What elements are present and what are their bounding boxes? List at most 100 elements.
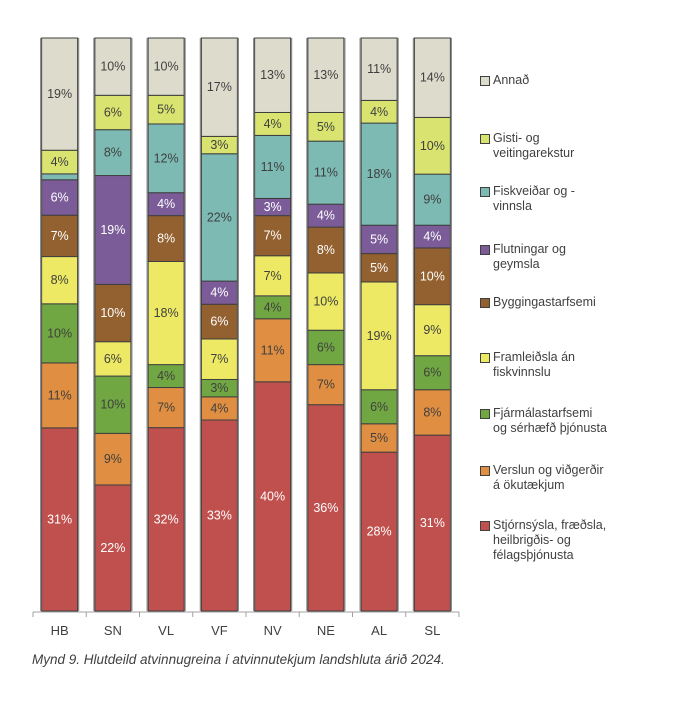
bar-vf: 33% 4% 3% 7% 6% 4% 22% 3% 17% — [199, 37, 239, 612]
bar-segment — [307, 37, 345, 113]
data-label: 22% — [100, 541, 125, 555]
bar-segment — [413, 304, 451, 357]
bar-segment — [94, 283, 132, 343]
data-label: 10% — [47, 326, 72, 340]
data-label: 19% — [100, 223, 125, 237]
bar-segment — [360, 451, 398, 612]
bar-vl: 32% 7% 4% 18% 8% 4% 12% 5% 10% — [146, 37, 186, 612]
data-label: 28% — [367, 525, 392, 539]
bar-segment — [41, 303, 79, 364]
data-label: 22% — [207, 210, 232, 224]
data-label: 6% — [210, 315, 228, 329]
legend-item: Stjórnsýsla, fræðsla, heilbrigðis- og fé… — [480, 518, 670, 563]
bars-group: 31% 11% 10% 8% 7% 6% 4% 19% 22% 9% 10% 6% 10% 19% 8% 6%… — [40, 37, 452, 612]
data-label: 5% — [370, 261, 388, 275]
x-axis: HB SN VL VF NV NE AL SL — [32, 611, 460, 638]
bar-segment — [41, 362, 79, 429]
data-label: 7% — [210, 352, 228, 366]
legend-label: Framleiðsla án fiskvinnslu — [493, 350, 575, 379]
data-label: 10% — [100, 60, 125, 74]
data-label: 6% — [51, 190, 69, 204]
bar-segment — [307, 329, 345, 366]
bar-segment — [200, 338, 238, 380]
data-label: 10% — [420, 139, 445, 153]
bar-segment — [254, 215, 292, 257]
bar-segment — [41, 37, 79, 151]
data-label: 10% — [100, 306, 125, 320]
legend-swatch — [480, 76, 490, 86]
bar-segment — [94, 129, 132, 177]
data-label: 13% — [260, 68, 285, 82]
bar-segment — [413, 389, 451, 436]
data-label: 33% — [207, 509, 232, 523]
bar-segment — [147, 215, 185, 262]
legend-label: Annað — [493, 73, 530, 87]
legend-item: Fjármálastarfsemi og sérhæfð þjónusta — [480, 406, 670, 436]
legend-item: Annað — [480, 73, 670, 88]
data-label: 4% — [210, 401, 228, 415]
data-label: 3% — [210, 381, 228, 395]
stacked-bar-chart: 31% 11% 10% 8% 7% 6% 4% 19% 22% 9% 10% 6% 10% 19% 8% 6%… — [32, 37, 460, 638]
data-label: 4% — [370, 105, 388, 119]
x-tick-label: HB — [51, 623, 69, 638]
x-tick-label: SL — [424, 623, 440, 638]
data-label: 10% — [420, 269, 445, 283]
legend-swatch — [480, 134, 490, 144]
data-label: 4% — [423, 230, 441, 244]
bar-segment — [360, 389, 398, 425]
bar-segment — [307, 404, 345, 612]
bar-segment — [254, 318, 292, 383]
data-label: 32% — [154, 512, 179, 526]
bar-segment — [254, 37, 292, 113]
data-label: 5% — [370, 431, 388, 445]
data-label: 8% — [51, 273, 69, 287]
bar-sl: 31% 8% 6% 9% 10% 4% 9% 10% 14% — [412, 37, 452, 612]
x-tick-label: NV — [264, 623, 282, 638]
bar-segment — [307, 140, 345, 205]
data-label: 11% — [367, 62, 391, 76]
bar-segment — [147, 427, 185, 612]
legend-label: Fiskveiðar og - vinnsla — [493, 184, 575, 213]
data-label: 7% — [317, 378, 335, 392]
legend-swatch — [480, 353, 490, 363]
bar-segment — [94, 37, 132, 96]
bar-segment — [254, 134, 292, 199]
data-label: 17% — [207, 80, 232, 94]
data-label: 4% — [264, 117, 282, 131]
legend-item: Gisti- og veitingarekstur — [480, 131, 670, 161]
bar-segment — [147, 37, 185, 96]
x-tick-label: SN — [104, 623, 122, 638]
legend-label: Stjórnsýsla, fræðsla, heilbrigðis- og fé… — [493, 518, 607, 562]
data-label: 7% — [264, 229, 282, 243]
x-tick-label: VF — [211, 623, 228, 638]
data-label: 18% — [367, 167, 392, 181]
bar-segment — [413, 355, 451, 391]
data-label: 5% — [317, 120, 335, 134]
legend-swatch — [480, 187, 490, 197]
legend-label: Fjármálastarfsemi og sérhæfð þjónusta — [493, 406, 607, 435]
data-label: 4% — [157, 197, 175, 211]
data-label: 12% — [154, 151, 179, 165]
legend-item: Flutningar og geymsla — [480, 242, 670, 272]
data-label: 8% — [157, 232, 175, 246]
bar-segment — [147, 387, 185, 429]
data-label: 31% — [47, 512, 72, 526]
data-label: 5% — [157, 103, 175, 117]
legend-label: Verslun og viðgerðir á ökutækjum — [493, 463, 604, 492]
data-label: 6% — [370, 400, 388, 414]
bar-segment — [41, 214, 79, 258]
bar-segment — [94, 484, 132, 612]
legend-label: Byggingastarfsemi — [493, 295, 596, 309]
data-label: 13% — [313, 68, 338, 82]
data-label: 8% — [317, 243, 335, 257]
data-label: 9% — [104, 452, 122, 466]
bar-hb: 31% 11% 10% 8% 7% 6% 4% 19% — [40, 37, 80, 612]
legend-swatch — [480, 409, 490, 419]
data-label: 6% — [104, 352, 122, 366]
bar-segment — [200, 37, 238, 137]
legend-swatch — [480, 245, 490, 255]
data-label: 4% — [157, 369, 175, 383]
bar-segment — [94, 341, 132, 377]
bar-sn: 22% 9% 10% 6% 10% 19% 8% 6% 10% — [93, 37, 133, 612]
data-label: 4% — [51, 155, 69, 169]
